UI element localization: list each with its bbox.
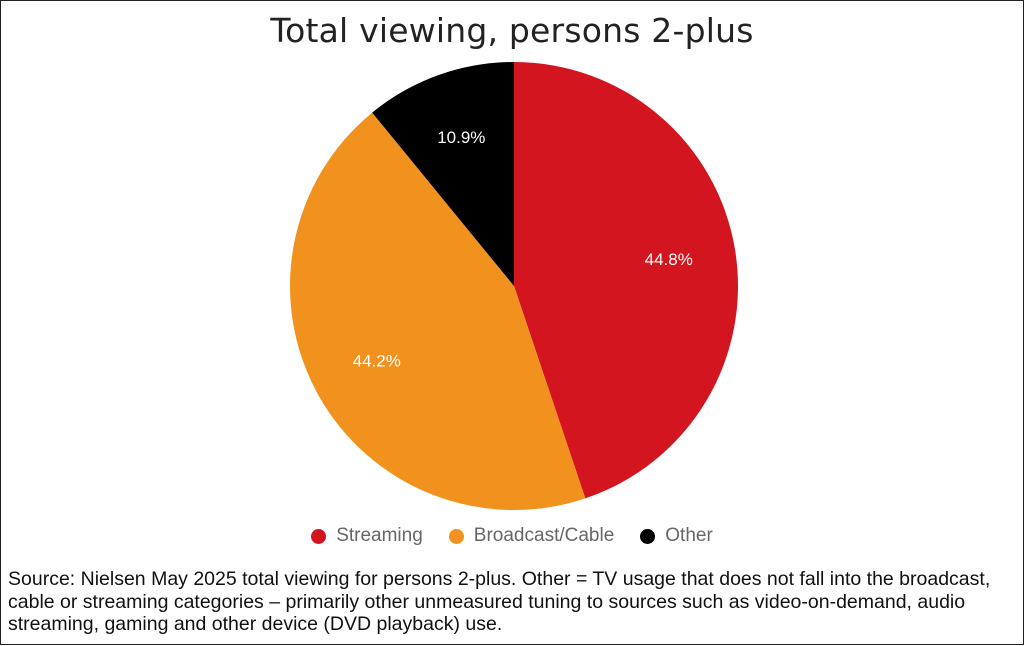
data-label-streaming: 44.8% xyxy=(645,250,693,269)
pie-slice-streaming xyxy=(514,62,739,499)
legend-label-other: Other xyxy=(665,525,713,546)
data-label-broadcast-cable: 44.2% xyxy=(353,351,401,370)
pie-slice-other xyxy=(372,62,514,286)
legend-item-broadcast-cable: Broadcast/Cable xyxy=(448,525,615,547)
pie-slice-broadcast-cable xyxy=(289,112,586,511)
source-note: Source: Nielsen May 2025 total viewing f… xyxy=(8,568,991,635)
chart-title: Total viewing, persons 2-plus xyxy=(270,11,754,50)
legend-label-broadcast-cable: Broadcast/Cable xyxy=(473,525,615,546)
legend-dot-broadcast-cable xyxy=(448,528,464,544)
legend-item-other: Other xyxy=(640,525,713,547)
legend-dot-other xyxy=(640,528,656,544)
legend-dot-streaming xyxy=(311,528,327,544)
legend-item-streaming: Streaming xyxy=(311,525,423,547)
chart-legend: Streaming Broadcast/Cable Other xyxy=(1,525,1023,547)
data-label-other: 10.9% xyxy=(437,128,485,147)
legend-label-streaming: Streaming xyxy=(336,525,423,546)
